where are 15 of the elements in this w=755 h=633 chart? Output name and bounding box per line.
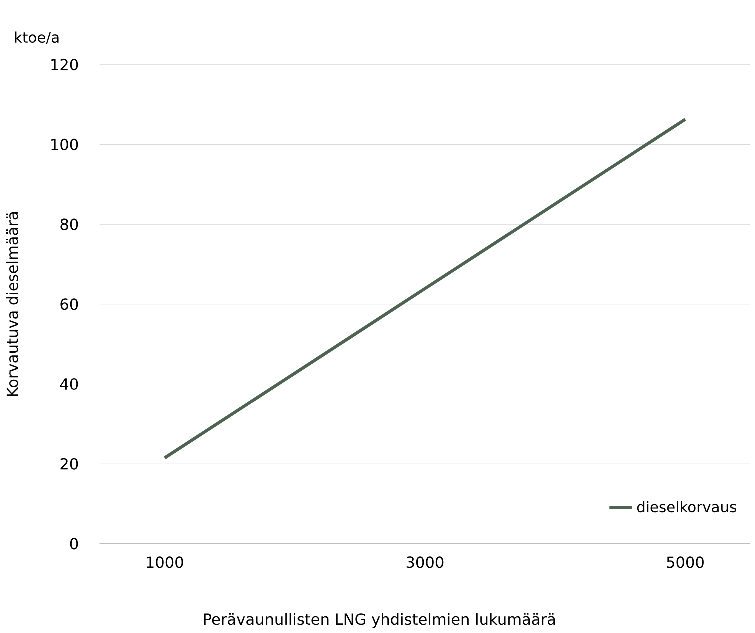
y-tick-label: 0 bbox=[70, 538, 78, 550]
y-tick-label: 100 bbox=[52, 139, 78, 151]
x-tick-label: 5000 bbox=[667, 556, 704, 568]
y-tick-label: 80 bbox=[60, 218, 78, 230]
text: ktoe/a bbox=[15, 32, 59, 44]
y-tick-label: 20 bbox=[60, 458, 78, 470]
y-tick-label: 60 bbox=[60, 298, 78, 310]
line-series bbox=[163, 118, 688, 460]
y-tick-label: 40 bbox=[60, 378, 78, 390]
x-axis-title: Perävaunullisten LNG yhdistelmien lukumäärä bbox=[204, 613, 556, 628]
x-tick-label: 3000 bbox=[406, 556, 444, 568]
x-tick-label: 1000 bbox=[147, 556, 184, 568]
legend-label: dieselkorvaus bbox=[637, 501, 736, 513]
y-tick-label: 120 bbox=[52, 59, 78, 71]
y-axis-title: Korvautuva dieselmäärä bbox=[6, 212, 18, 396]
